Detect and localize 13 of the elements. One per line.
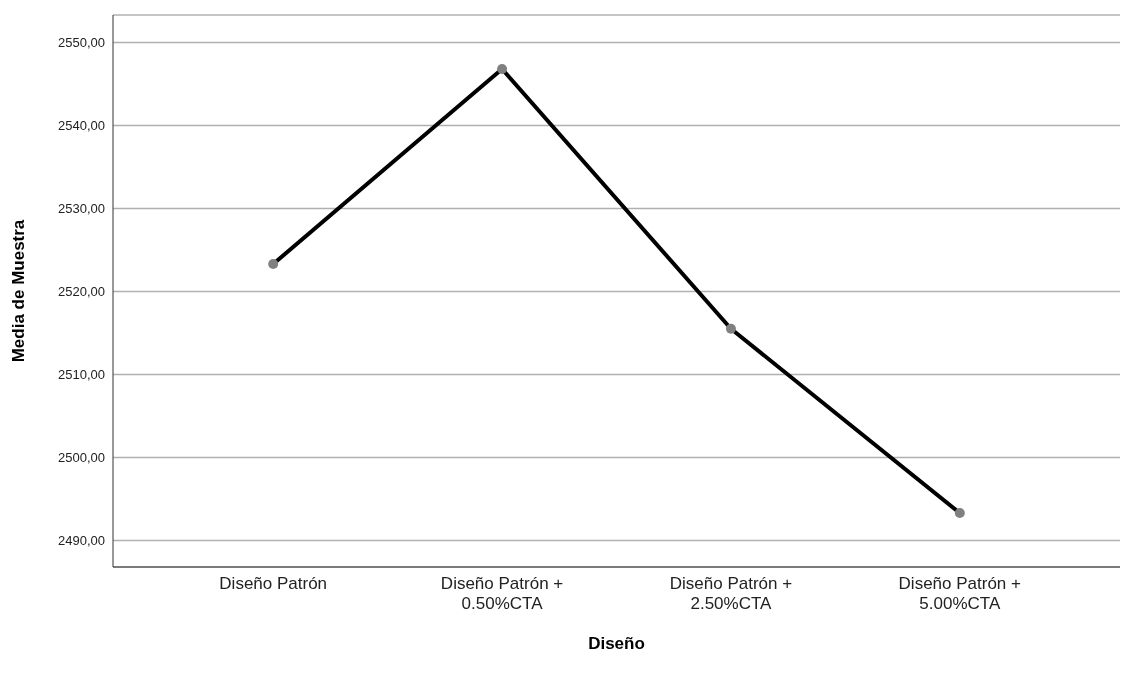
y-axis-title: Media de Muestra: [9, 219, 29, 363]
y-tick-label: 2490,00: [58, 533, 105, 549]
x-tick-label: Diseño Patrón + 2.50%CTA: [669, 574, 793, 613]
y-tick-label: 2500,00: [58, 450, 105, 466]
y-tick-label: 2530,00: [58, 201, 105, 217]
y-tick-label: 2520,00: [58, 284, 105, 300]
x-axis-title: Diseño: [588, 634, 645, 653]
y-tick-label: 2510,00: [58, 367, 105, 383]
y-tick-label: 2540,00: [58, 118, 105, 134]
x-tick-label: Diseño Patrón + 5.00%CTA: [898, 574, 1022, 613]
x-tick-label: Diseño Patrón + 0.50%CTA: [440, 574, 564, 613]
y-tick-label: 2550,00: [58, 35, 105, 51]
x-tick-label: Diseño Patrón: [219, 574, 328, 593]
